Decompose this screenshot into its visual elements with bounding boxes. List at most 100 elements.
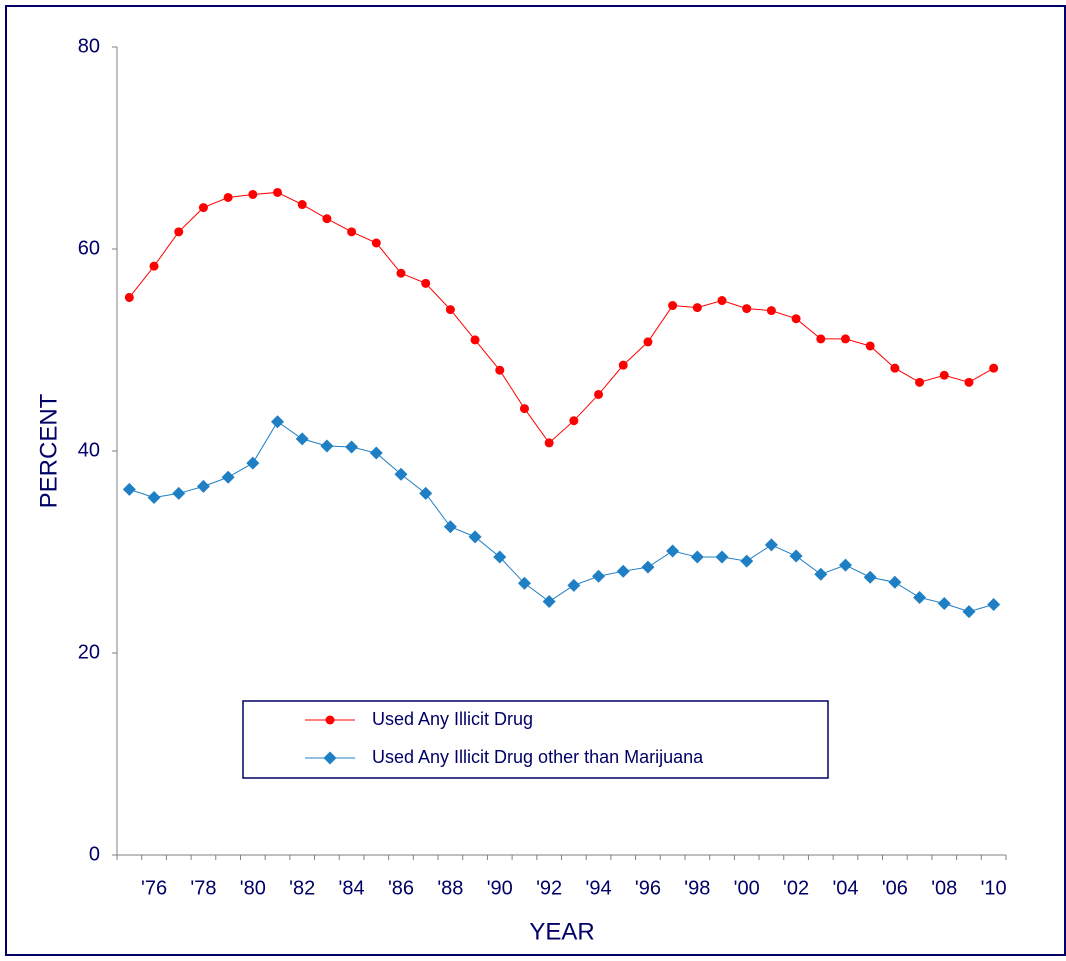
data-point bbox=[271, 415, 285, 429]
data-point bbox=[742, 304, 752, 314]
data-point bbox=[421, 278, 431, 288]
data-point bbox=[542, 594, 556, 608]
legend-label: Used Any Illicit Drug other than Marijua… bbox=[372, 747, 704, 767]
data-point bbox=[445, 305, 455, 315]
data-point bbox=[987, 598, 1001, 612]
data-point bbox=[594, 389, 604, 399]
y-tick-label: 60 bbox=[78, 237, 100, 259]
data-point bbox=[569, 416, 579, 426]
legend-marker bbox=[325, 715, 335, 725]
data-point bbox=[890, 363, 900, 373]
data-point bbox=[567, 578, 581, 592]
data-point bbox=[766, 306, 776, 316]
data-point bbox=[643, 337, 653, 347]
data-point bbox=[369, 446, 383, 460]
data-point bbox=[816, 334, 826, 344]
data-point bbox=[495, 365, 505, 375]
data-point bbox=[248, 189, 258, 199]
data-point bbox=[717, 296, 727, 306]
data-point bbox=[345, 440, 359, 454]
x-tick-label: '98 bbox=[684, 877, 710, 899]
data-point bbox=[616, 564, 630, 578]
y-tick-label: 40 bbox=[78, 439, 100, 461]
y-tick-label: 80 bbox=[78, 35, 100, 57]
x-tick-label: '04 bbox=[832, 877, 858, 899]
data-point bbox=[470, 335, 480, 345]
data-point bbox=[641, 560, 655, 574]
data-point bbox=[764, 538, 778, 552]
data-point bbox=[124, 292, 134, 302]
y-axis-title: PERCENT bbox=[35, 393, 62, 508]
x-tick-label: '76 bbox=[141, 877, 167, 899]
data-point bbox=[149, 261, 159, 271]
data-point bbox=[172, 486, 186, 500]
data-point bbox=[322, 214, 332, 224]
data-point bbox=[964, 377, 974, 387]
x-tick-label: '86 bbox=[388, 877, 414, 899]
data-point bbox=[273, 187, 283, 197]
data-point bbox=[246, 456, 260, 470]
data-point bbox=[666, 544, 680, 558]
data-point bbox=[371, 238, 381, 248]
data-point bbox=[419, 486, 433, 500]
data-point bbox=[915, 377, 925, 387]
y-tick-label: 0 bbox=[89, 843, 100, 865]
legend-marker bbox=[323, 751, 337, 765]
x-tick-label: '90 bbox=[487, 877, 513, 899]
data-point bbox=[814, 567, 828, 581]
data-point bbox=[692, 303, 702, 313]
series-line bbox=[128, 191, 994, 444]
data-point bbox=[962, 605, 976, 619]
data-point bbox=[888, 575, 902, 589]
data-point bbox=[791, 314, 801, 324]
x-tick-label: '02 bbox=[783, 877, 809, 899]
x-tick-label: '06 bbox=[882, 877, 908, 899]
data-point bbox=[544, 438, 554, 448]
x-tick-label: '10 bbox=[981, 877, 1007, 899]
data-point bbox=[196, 479, 210, 493]
data-point bbox=[989, 363, 999, 373]
data-point bbox=[297, 200, 307, 210]
x-tick-label: '82 bbox=[289, 877, 315, 899]
data-point bbox=[320, 439, 334, 453]
data-point bbox=[174, 227, 184, 237]
data-point bbox=[295, 432, 309, 446]
x-tick-label: '88 bbox=[437, 877, 463, 899]
x-tick-label: '80 bbox=[240, 877, 266, 899]
x-axis-title: YEAR bbox=[529, 918, 594, 945]
series-line bbox=[129, 420, 994, 613]
data-point bbox=[396, 268, 406, 278]
data-point bbox=[519, 404, 529, 414]
data-point bbox=[937, 597, 951, 611]
y-tick-label: 20 bbox=[78, 641, 100, 663]
data-point bbox=[493, 550, 507, 564]
data-point bbox=[443, 520, 457, 534]
data-point bbox=[618, 360, 628, 370]
data-point bbox=[517, 576, 531, 590]
data-point bbox=[863, 570, 877, 584]
data-point bbox=[789, 549, 803, 563]
data-point bbox=[690, 550, 704, 564]
data-point bbox=[223, 192, 233, 202]
data-point bbox=[221, 470, 235, 484]
data-point bbox=[740, 554, 754, 568]
x-tick-label: '96 bbox=[635, 877, 661, 899]
x-tick-label: '94 bbox=[586, 877, 612, 899]
data-point bbox=[913, 590, 927, 604]
x-tick-label: '92 bbox=[536, 877, 562, 899]
frame bbox=[5, 5, 1066, 956]
x-tick-label: '78 bbox=[190, 877, 216, 899]
x-tick-label: '84 bbox=[339, 877, 365, 899]
x-tick-label: '00 bbox=[734, 877, 760, 899]
data-point bbox=[468, 530, 482, 544]
x-tick-label: '08 bbox=[931, 877, 957, 899]
data-point bbox=[147, 490, 161, 504]
data-point bbox=[198, 203, 208, 213]
data-point bbox=[122, 482, 136, 496]
data-point bbox=[347, 227, 357, 237]
data-point bbox=[840, 334, 850, 344]
data-point bbox=[865, 341, 875, 351]
data-point bbox=[592, 569, 606, 583]
